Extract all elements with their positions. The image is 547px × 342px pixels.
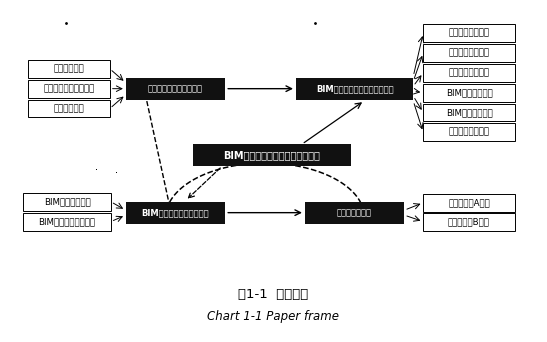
Text: BIM运营流程设计: BIM运营流程设计 <box>446 108 492 117</box>
Text: 房地产项目管理信息化: 房地产项目管理信息化 <box>43 84 95 93</box>
Text: 推广实施变革管理: 推广实施变革管理 <box>449 128 490 137</box>
FancyBboxPatch shape <box>24 213 111 231</box>
FancyBboxPatch shape <box>28 100 110 117</box>
FancyBboxPatch shape <box>28 60 110 78</box>
Text: 应用于国内A公司: 应用于国内A公司 <box>448 198 490 207</box>
Text: BIM介绍以及分析: BIM介绍以及分析 <box>44 197 90 206</box>
Text: BIM应用于房地产项目管理信息化: BIM应用于房地产项目管理信息化 <box>224 150 321 160</box>
Text: 项目管理现状: 项目管理现状 <box>54 64 84 73</box>
FancyBboxPatch shape <box>194 144 351 166</box>
Text: 现有组织架构分析: 现有组织架构分析 <box>449 49 490 57</box>
FancyBboxPatch shape <box>423 24 515 42</box>
FancyBboxPatch shape <box>24 193 111 211</box>
Text: BIM介绍与项目管理信息化: BIM介绍与项目管理信息化 <box>142 208 210 217</box>
Text: 房地产项目管理现状分析: 房地产项目管理现状分析 <box>148 84 203 93</box>
Text: Chart 1-1 Paper frame: Chart 1-1 Paper frame <box>207 310 339 323</box>
FancyBboxPatch shape <box>423 84 515 102</box>
Text: 回顾企业经营战略: 回顾企业经营战略 <box>449 29 490 38</box>
FancyBboxPatch shape <box>423 123 515 141</box>
FancyBboxPatch shape <box>296 78 414 100</box>
FancyBboxPatch shape <box>126 202 225 224</box>
Text: 图1-1  论文框架: 图1-1 论文框架 <box>238 289 308 302</box>
Text: 未来发展趋势: 未来发展趋势 <box>54 104 84 113</box>
FancyBboxPatch shape <box>423 44 515 62</box>
FancyBboxPatch shape <box>126 78 225 100</box>
FancyBboxPatch shape <box>423 213 515 231</box>
FancyBboxPatch shape <box>423 64 515 82</box>
FancyBboxPatch shape <box>423 104 515 121</box>
Text: BIM组织架构设计: BIM组织架构设计 <box>446 88 492 97</box>
Text: 目前管理问题诊断: 目前管理问题诊断 <box>449 68 490 77</box>
FancyBboxPatch shape <box>305 202 404 224</box>
Text: BIM应用于项目管理信息化方案: BIM应用于项目管理信息化方案 <box>316 84 393 93</box>
Text: 应用于国外B公司: 应用于国外B公司 <box>448 217 490 226</box>
Text: BIM与项目管理信息化: BIM与项目管理信息化 <box>38 217 96 226</box>
Text: 案例研究与分析: 案例研究与分析 <box>337 208 372 217</box>
FancyBboxPatch shape <box>28 80 110 97</box>
FancyBboxPatch shape <box>423 194 515 212</box>
